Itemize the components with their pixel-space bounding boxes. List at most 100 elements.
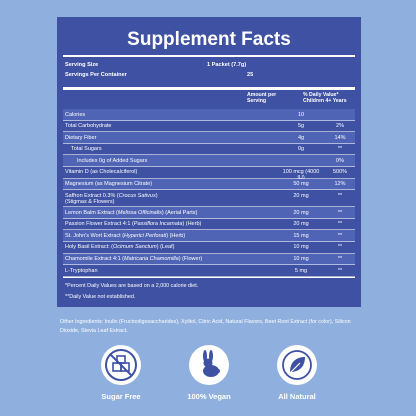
badge-label: Sugar Free <box>101 392 141 401</box>
column-header: % Daily Value* Children 4+ Years <box>303 92 347 104</box>
table-row: Total Sugars 0g ** <box>63 144 355 156</box>
name-part: Chamomile Extract 4:1 ( <box>65 256 124 263</box>
other-ingredients: Other Ingredients: Inulin (Fructooligosa… <box>60 319 351 334</box>
name-part: Vitamin D (as Cholecalciferol) <box>65 169 138 176</box>
daily-value: ** <box>337 146 343 153</box>
amount: 100 mcg (4000 IU) <box>282 169 320 181</box>
table-row: Includes 0g of Added Sugars 0% <box>63 155 355 167</box>
natural-icon <box>277 345 317 385</box>
table-row: Saffron Extract 0.3% (Crocus Sativus) (S… <box>63 190 355 208</box>
name-part: ) (Flower) <box>178 256 203 263</box>
nutrient-name: Includes 0g of Added Sugars <box>77 158 147 165</box>
nutrient-name: Dietary Fiber <box>65 135 96 142</box>
latin-name: Melissa Officinalis <box>117 209 162 216</box>
nutrient-name: Passion Flower Extract 4:1 (Passiflora I… <box>65 221 201 228</box>
table-row: Total Carbohydrate 5g 2% <box>63 121 355 133</box>
footnote: **Daily Value not established. <box>65 294 136 300</box>
sugar-free-icon <box>101 345 141 385</box>
name-part: Passion Flower Extract 4:1 ( <box>65 221 134 228</box>
nutrient-name: Total Carbohydrate <box>65 123 111 130</box>
latin-name: Matricaria Chamomilla <box>124 256 179 263</box>
name-part: ) (Stigmas & Flowers) <box>65 192 158 206</box>
daily-value: ** <box>337 221 343 228</box>
nutrient-name: St. John's Wort Extract (Hyperici Perfor… <box>65 233 185 240</box>
badge: Sugar Free <box>91 344 151 401</box>
nutrient-name: Chamomile Extract 4:1 (Matricaria Chamom… <box>65 256 202 263</box>
nutrient-name: Saffron Extract 0.3% (Crocus Sativus) (S… <box>65 193 158 206</box>
amount: 50 mg <box>293 181 309 188</box>
daily-value: 500% <box>332 169 348 176</box>
table-row: Dietary Fiber 4g 14% <box>63 132 355 144</box>
facts-panel: Supplement Facts Serving Size 1 Packet (… <box>57 17 361 307</box>
name-part: Dietary Fiber <box>65 134 97 141</box>
latin-name: Crocus Sativus <box>118 192 156 199</box>
table-row: Lemon Balm Extract (Melissa Officinalis)… <box>63 207 355 219</box>
table-row: Passion Flower Extract 4:1 (Passiflora I… <box>63 219 355 231</box>
nutrient-name: Lemon Balm Extract (Melissa Officinalis)… <box>65 210 197 217</box>
table-row: St. John's Wort Extract (Hyperici Perfor… <box>63 230 355 242</box>
name-part: Total Sugars <box>71 146 102 153</box>
name-part: Includes 0g of Added Sugars <box>77 157 148 164</box>
daily-value: ** <box>337 256 343 263</box>
amount: 5 mg <box>294 267 308 274</box>
name-part: Lemon Balm Extract ( <box>65 209 118 216</box>
serving-value: 25 <box>247 72 254 78</box>
footnote: *Percent Daily Values are based on a 2,0… <box>65 283 199 289</box>
daily-value: ** <box>337 232 343 239</box>
amount: 5g <box>297 123 305 130</box>
rule <box>63 277 355 278</box>
nutrient-name: L-Tryptophan <box>65 268 98 275</box>
serving-label: Serving Size <box>65 62 99 68</box>
table-row: L-Tryptophan 5 mg ** <box>63 265 355 277</box>
badge: 100% Vegan <box>179 344 239 401</box>
amount: 10 mg <box>293 256 309 263</box>
rule <box>63 55 355 57</box>
rule <box>63 87 355 90</box>
name-part: Total Carbohydrate <box>65 123 112 130</box>
badge-label: All Natural <box>278 392 316 401</box>
table-row: Chamomile Extract 4:1 (Matricaria Chamom… <box>63 253 355 266</box>
amount: 10 mg <box>293 244 309 251</box>
name-part: Magnesium (as Magnesium Citrate) <box>65 181 153 188</box>
nutrient-name: Vitamin D (as Cholecalciferol) <box>65 169 137 176</box>
nutrient-name: Holy Basil Extract: (Ocimum Sanctum) (Le… <box>65 244 174 251</box>
latin-name: Passiflora Incarnata <box>133 221 183 228</box>
title: Supplement Facts <box>127 29 291 50</box>
badge: All Natural <box>267 344 327 401</box>
nutrient-name: Total Sugars <box>71 146 102 153</box>
daily-value: ** <box>337 192 343 199</box>
name-part: Calories <box>65 111 86 118</box>
vegan-icon <box>189 345 229 385</box>
nutrient-name: Magnesium (as Magnesium Citrate) <box>65 181 152 188</box>
amount: 15 mg <box>293 232 309 239</box>
amount: 20 mg <box>293 221 309 228</box>
amount: 20 mg <box>293 209 309 216</box>
daily-value: 12% <box>334 181 346 188</box>
daily-value: 14% <box>334 134 346 141</box>
name-part: Holy Basil Extract: ( <box>65 244 113 251</box>
name-part: ) (Herb) <box>182 221 202 228</box>
daily-value: 0% <box>336 157 344 164</box>
daily-value: ** <box>337 267 343 274</box>
nutrient-name: Calories <box>65 112 85 119</box>
name-part: ) (Leaf) <box>156 244 175 251</box>
table-row: Calories 10 <box>63 109 355 121</box>
name-part: L-Tryptophan <box>65 267 98 274</box>
daily-value: 2% <box>336 123 344 130</box>
name-part: ) (Aerial Parts) <box>161 209 198 216</box>
name-part: ) (Herb) <box>166 232 186 239</box>
table-row: Magnesium (as Magnesium Citrate) 50 mg 12% <box>63 178 355 191</box>
latin-name: Ocimum Sanctum <box>112 244 157 251</box>
amount: 4g <box>297 134 305 141</box>
daily-value: ** <box>337 244 343 251</box>
name-part: St. John's Wort Extract ( <box>65 232 125 239</box>
badge-label: 100% Vegan <box>187 392 231 401</box>
table-row: Holy Basil Extract: (Ocimum Sanctum) (Le… <box>63 242 355 254</box>
facts-table: Calories 10 Total Carbohydrate 5g 2% Dietary … <box>63 109 355 277</box>
daily-value: ** <box>337 209 343 216</box>
amount: 20 mg <box>293 192 309 199</box>
amount: 10 <box>297 111 305 118</box>
name-part: Saffron Extract 0.3% ( <box>65 192 119 199</box>
column-header: Amount per Serving <box>247 92 277 104</box>
